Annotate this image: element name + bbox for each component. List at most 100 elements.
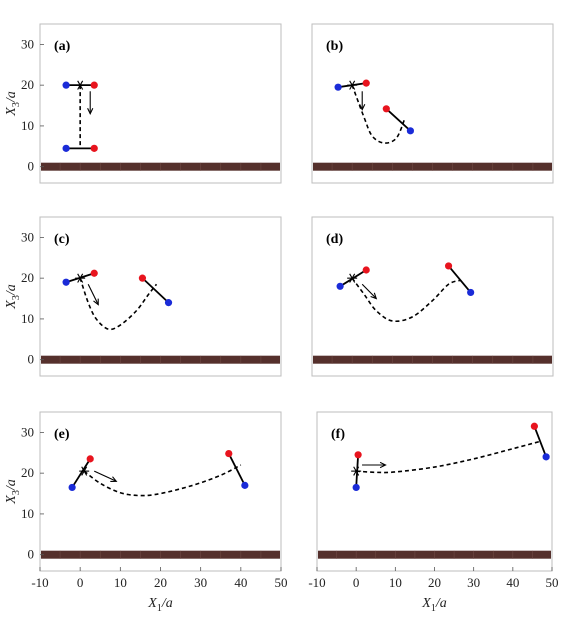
y-tick-label: 20 [21, 465, 34, 480]
blue-end-marker [542, 453, 550, 461]
trajectory-line [83, 464, 242, 497]
arrow-head [370, 292, 378, 300]
y-axis-label: X3/a [4, 284, 22, 309]
x-tick-label: 0 [77, 575, 84, 590]
x-tick-label: 40 [234, 575, 247, 590]
rod-line [141, 277, 170, 304]
blue-end-marker [62, 81, 70, 89]
red-end-marker [444, 262, 453, 270]
x-axis-label: X1/a [147, 596, 172, 614]
panel-label: (e) [54, 427, 70, 442]
blue-end-marker [62, 278, 70, 286]
y-tick-label: 10 [21, 506, 34, 521]
red-end-marker [90, 81, 98, 89]
panel-label: (f) [331, 427, 345, 442]
plot-frame [39, 23, 282, 184]
blue-end-marker [334, 83, 342, 91]
rod-line [71, 458, 91, 488]
y-tick-label: 10 [21, 118, 34, 133]
x-tick-label: 40 [506, 575, 519, 590]
asterisk-stroke [77, 80, 84, 90]
x-tick-label: 10 [114, 575, 127, 590]
panel-c: 0 10 20 30 X3/a (c) [4, 216, 282, 377]
trajectory-line [351, 277, 461, 323]
arrow-head [359, 103, 366, 111]
blue-end-marker [241, 481, 249, 489]
y-tick-label: 20 [21, 77, 34, 92]
y-tick-label: 0 [28, 159, 35, 174]
panel-label: (d) [326, 232, 343, 247]
rod-line [385, 108, 412, 132]
start-asterisk [347, 80, 358, 90]
plot-frame [311, 216, 554, 377]
red-end-marker [530, 422, 538, 430]
panel-a: 0 10 20 30 X3/a (a) [4, 23, 282, 184]
x-tick-label: -10 [31, 575, 48, 590]
direction-arrow [361, 283, 377, 299]
red-end-marker [382, 105, 390, 113]
blue-end-marker [406, 127, 415, 135]
plot-frame [39, 411, 282, 572]
asterisk-stroke [349, 273, 356, 283]
panel-label: (c) [54, 232, 70, 247]
trajectory-line [351, 84, 406, 144]
x-tick-label: 50 [546, 575, 559, 590]
x-tick-label: 50 [275, 575, 288, 590]
panel-f: -10 0 10 20 30 40 50 X1/a (f) [308, 411, 559, 614]
arrow-head [93, 298, 99, 306]
y-tick-label: 30 [21, 229, 34, 244]
arrow-head [87, 108, 94, 115]
red-end-marker [90, 144, 98, 152]
red-end-marker [362, 266, 370, 274]
asterisk-stroke [353, 466, 360, 476]
start-asterisk [351, 466, 362, 476]
asterisk-stroke [77, 273, 84, 283]
x-tick-label: 0 [353, 575, 360, 590]
x-tick-label: 10 [389, 575, 402, 590]
y-tick-label: 10 [21, 311, 34, 326]
arrow-head [379, 461, 387, 469]
x-tick-label: 20 [154, 575, 167, 590]
plot-frame [39, 216, 282, 377]
asterisk-stroke [81, 466, 88, 476]
start-asterisk [75, 80, 86, 90]
direction-arrow [93, 470, 117, 482]
y-tick-label: 0 [28, 547, 35, 562]
rod-line [447, 265, 472, 293]
y-axis-label: X3/a [4, 479, 22, 504]
x-tick-label: 20 [428, 575, 441, 590]
direction-arrow [87, 284, 99, 305]
start-asterisk [347, 273, 358, 283]
x-axis-label: X1/a [421, 596, 446, 614]
panel-d: (d) [311, 216, 554, 377]
asterisk-stroke [349, 80, 356, 90]
trajectory-line [356, 440, 541, 474]
start-asterisk [79, 466, 90, 476]
y-axis-label: X3/a [4, 91, 22, 116]
blue-end-marker [336, 282, 344, 290]
blue-end-marker [164, 299, 173, 307]
start-asterisk [75, 273, 86, 283]
y-tick-label: 30 [21, 424, 34, 439]
red-end-marker [138, 274, 147, 282]
x-tick-label: -10 [308, 575, 325, 590]
panel-label: (a) [54, 39, 71, 54]
x-tick-label: 30 [467, 575, 480, 590]
x-tick-label: 30 [194, 575, 207, 590]
red-end-marker [90, 269, 98, 277]
trajectory-line [79, 277, 158, 331]
blue-end-marker [68, 483, 76, 492]
y-tick-label: 20 [21, 270, 34, 285]
red-end-marker [86, 455, 94, 463]
y-tick-label: 0 [28, 352, 35, 367]
panel-label: (b) [326, 39, 343, 54]
panel-e: 0 10 20 30 -10 0 10 20 30 40 50 X3/a X1/a (e) [4, 411, 288, 614]
blue-end-marker [467, 288, 475, 297]
blue-end-marker [352, 483, 360, 492]
red-end-marker [225, 449, 233, 458]
arrow-head [110, 476, 118, 482]
red-end-marker [354, 451, 362, 459]
blue-end-marker [62, 144, 70, 152]
rod-line [227, 453, 246, 486]
